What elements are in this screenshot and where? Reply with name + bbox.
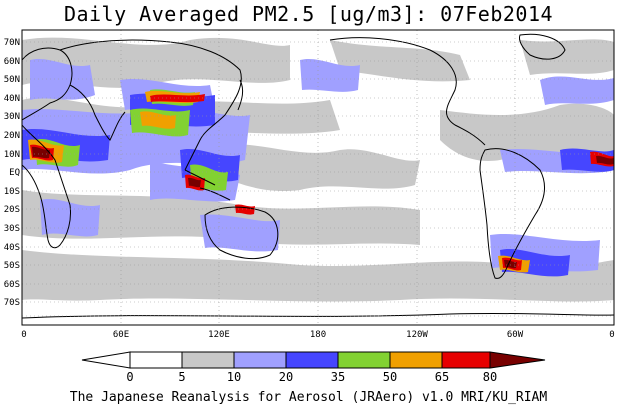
coastlines bbox=[22, 33, 614, 319]
grid-lines bbox=[22, 30, 614, 325]
colorbar-tick-label: 0 bbox=[126, 370, 133, 384]
colorbar-labels: 0 5 10 20 35 50 65 80 bbox=[126, 370, 497, 384]
lat-label: EQ bbox=[9, 168, 20, 178]
footer-credit: The Japanese Reanalysis for Aerosol (JRA… bbox=[69, 390, 548, 405]
colorbar-bin bbox=[181, 351, 235, 369]
lat-label: 60N bbox=[4, 57, 20, 67]
lon-label: 180 bbox=[310, 330, 326, 340]
lat-label: 40N bbox=[4, 94, 20, 104]
lon-label: 120E bbox=[208, 330, 230, 340]
colorbar-tick-label: 50 bbox=[383, 370, 397, 384]
colorbar-bin bbox=[129, 351, 183, 369]
longitude-labels: 0 60E 120E 180 120W 60W 0 bbox=[21, 330, 614, 340]
lat-label: 60S bbox=[4, 280, 20, 290]
map-title: Daily Averaged PM2.5 [ug/m3]: 07Feb2014 bbox=[63, 2, 554, 26]
colorbar-bin bbox=[233, 351, 287, 369]
colorbar-tick-label: 80 bbox=[483, 370, 497, 384]
map-frame bbox=[21, 29, 615, 326]
colorbar-tick-label: 65 bbox=[435, 370, 449, 384]
lat-label: 10N bbox=[4, 150, 20, 160]
latitude-labels: 70N 60N 50N 40N 30N 20N 10N EQ 10S 20S 3… bbox=[4, 38, 20, 308]
lon-label: 0 bbox=[21, 330, 26, 340]
lat-label: 30N bbox=[4, 112, 20, 122]
lat-label: 10S bbox=[4, 187, 20, 197]
lon-label: 0 bbox=[609, 330, 614, 340]
colorbar-tick-label: 10 bbox=[227, 370, 241, 384]
colorbar-low-arrow bbox=[81, 351, 131, 369]
lat-label: 70N bbox=[4, 38, 20, 48]
lat-label: 30S bbox=[4, 224, 20, 234]
colorbar-tick-label: 5 bbox=[178, 370, 185, 384]
colorbar-high-arrow bbox=[489, 351, 546, 369]
lat-label: 70S bbox=[4, 298, 20, 308]
colorbar-tick-label: 35 bbox=[331, 370, 345, 384]
lat-label: 40S bbox=[4, 243, 20, 253]
concentration-field bbox=[22, 37, 614, 302]
lon-label: 60W bbox=[507, 330, 524, 340]
colorbar-bin bbox=[389, 351, 443, 369]
lat-label: 50S bbox=[4, 261, 20, 271]
lon-label: 120W bbox=[406, 330, 428, 340]
colorbar-bin bbox=[337, 351, 391, 369]
lon-label: 60E bbox=[113, 330, 129, 340]
lat-label: 20S bbox=[4, 205, 20, 215]
colorbar-tick-label: 20 bbox=[279, 370, 293, 384]
colorbar bbox=[81, 351, 546, 369]
lat-label: 20N bbox=[4, 131, 20, 141]
lat-label: 50N bbox=[4, 75, 20, 85]
colorbar-bin bbox=[285, 351, 339, 369]
colorbar-bin bbox=[441, 351, 491, 369]
